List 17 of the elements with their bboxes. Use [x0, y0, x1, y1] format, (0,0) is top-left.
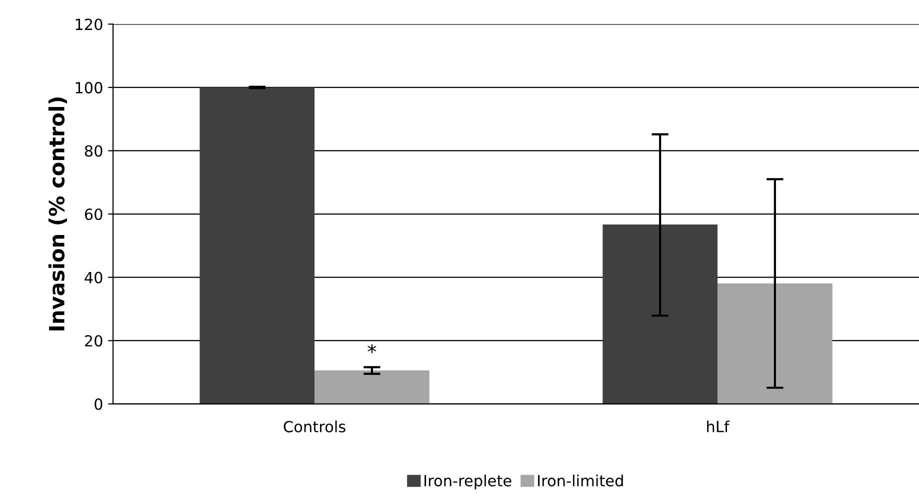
bar [718, 283, 832, 404]
x-tick-label: Controls [284, 420, 346, 432]
bar [314, 370, 430, 404]
bar [602, 224, 718, 404]
y-tick-label: 100 [76, 82, 102, 94]
annotation: * [368, 344, 376, 354]
y-tick-label: 0 [94, 398, 102, 410]
x-tick-label: hLf [707, 420, 730, 432]
y-axis-title: Invasion (% control) [48, 98, 68, 330]
y-tick-label: 60 [84, 208, 102, 220]
legend-label: Iron-limited [538, 474, 623, 486]
y-tick-label: 40 [84, 272, 102, 284]
bar [200, 87, 315, 404]
legend-label: Iron-replete [424, 474, 512, 490]
y-tick-label: 20 [84, 335, 102, 347]
y-tick-label: 120 [76, 18, 102, 30]
y-tick-label: 80 [84, 145, 102, 157]
